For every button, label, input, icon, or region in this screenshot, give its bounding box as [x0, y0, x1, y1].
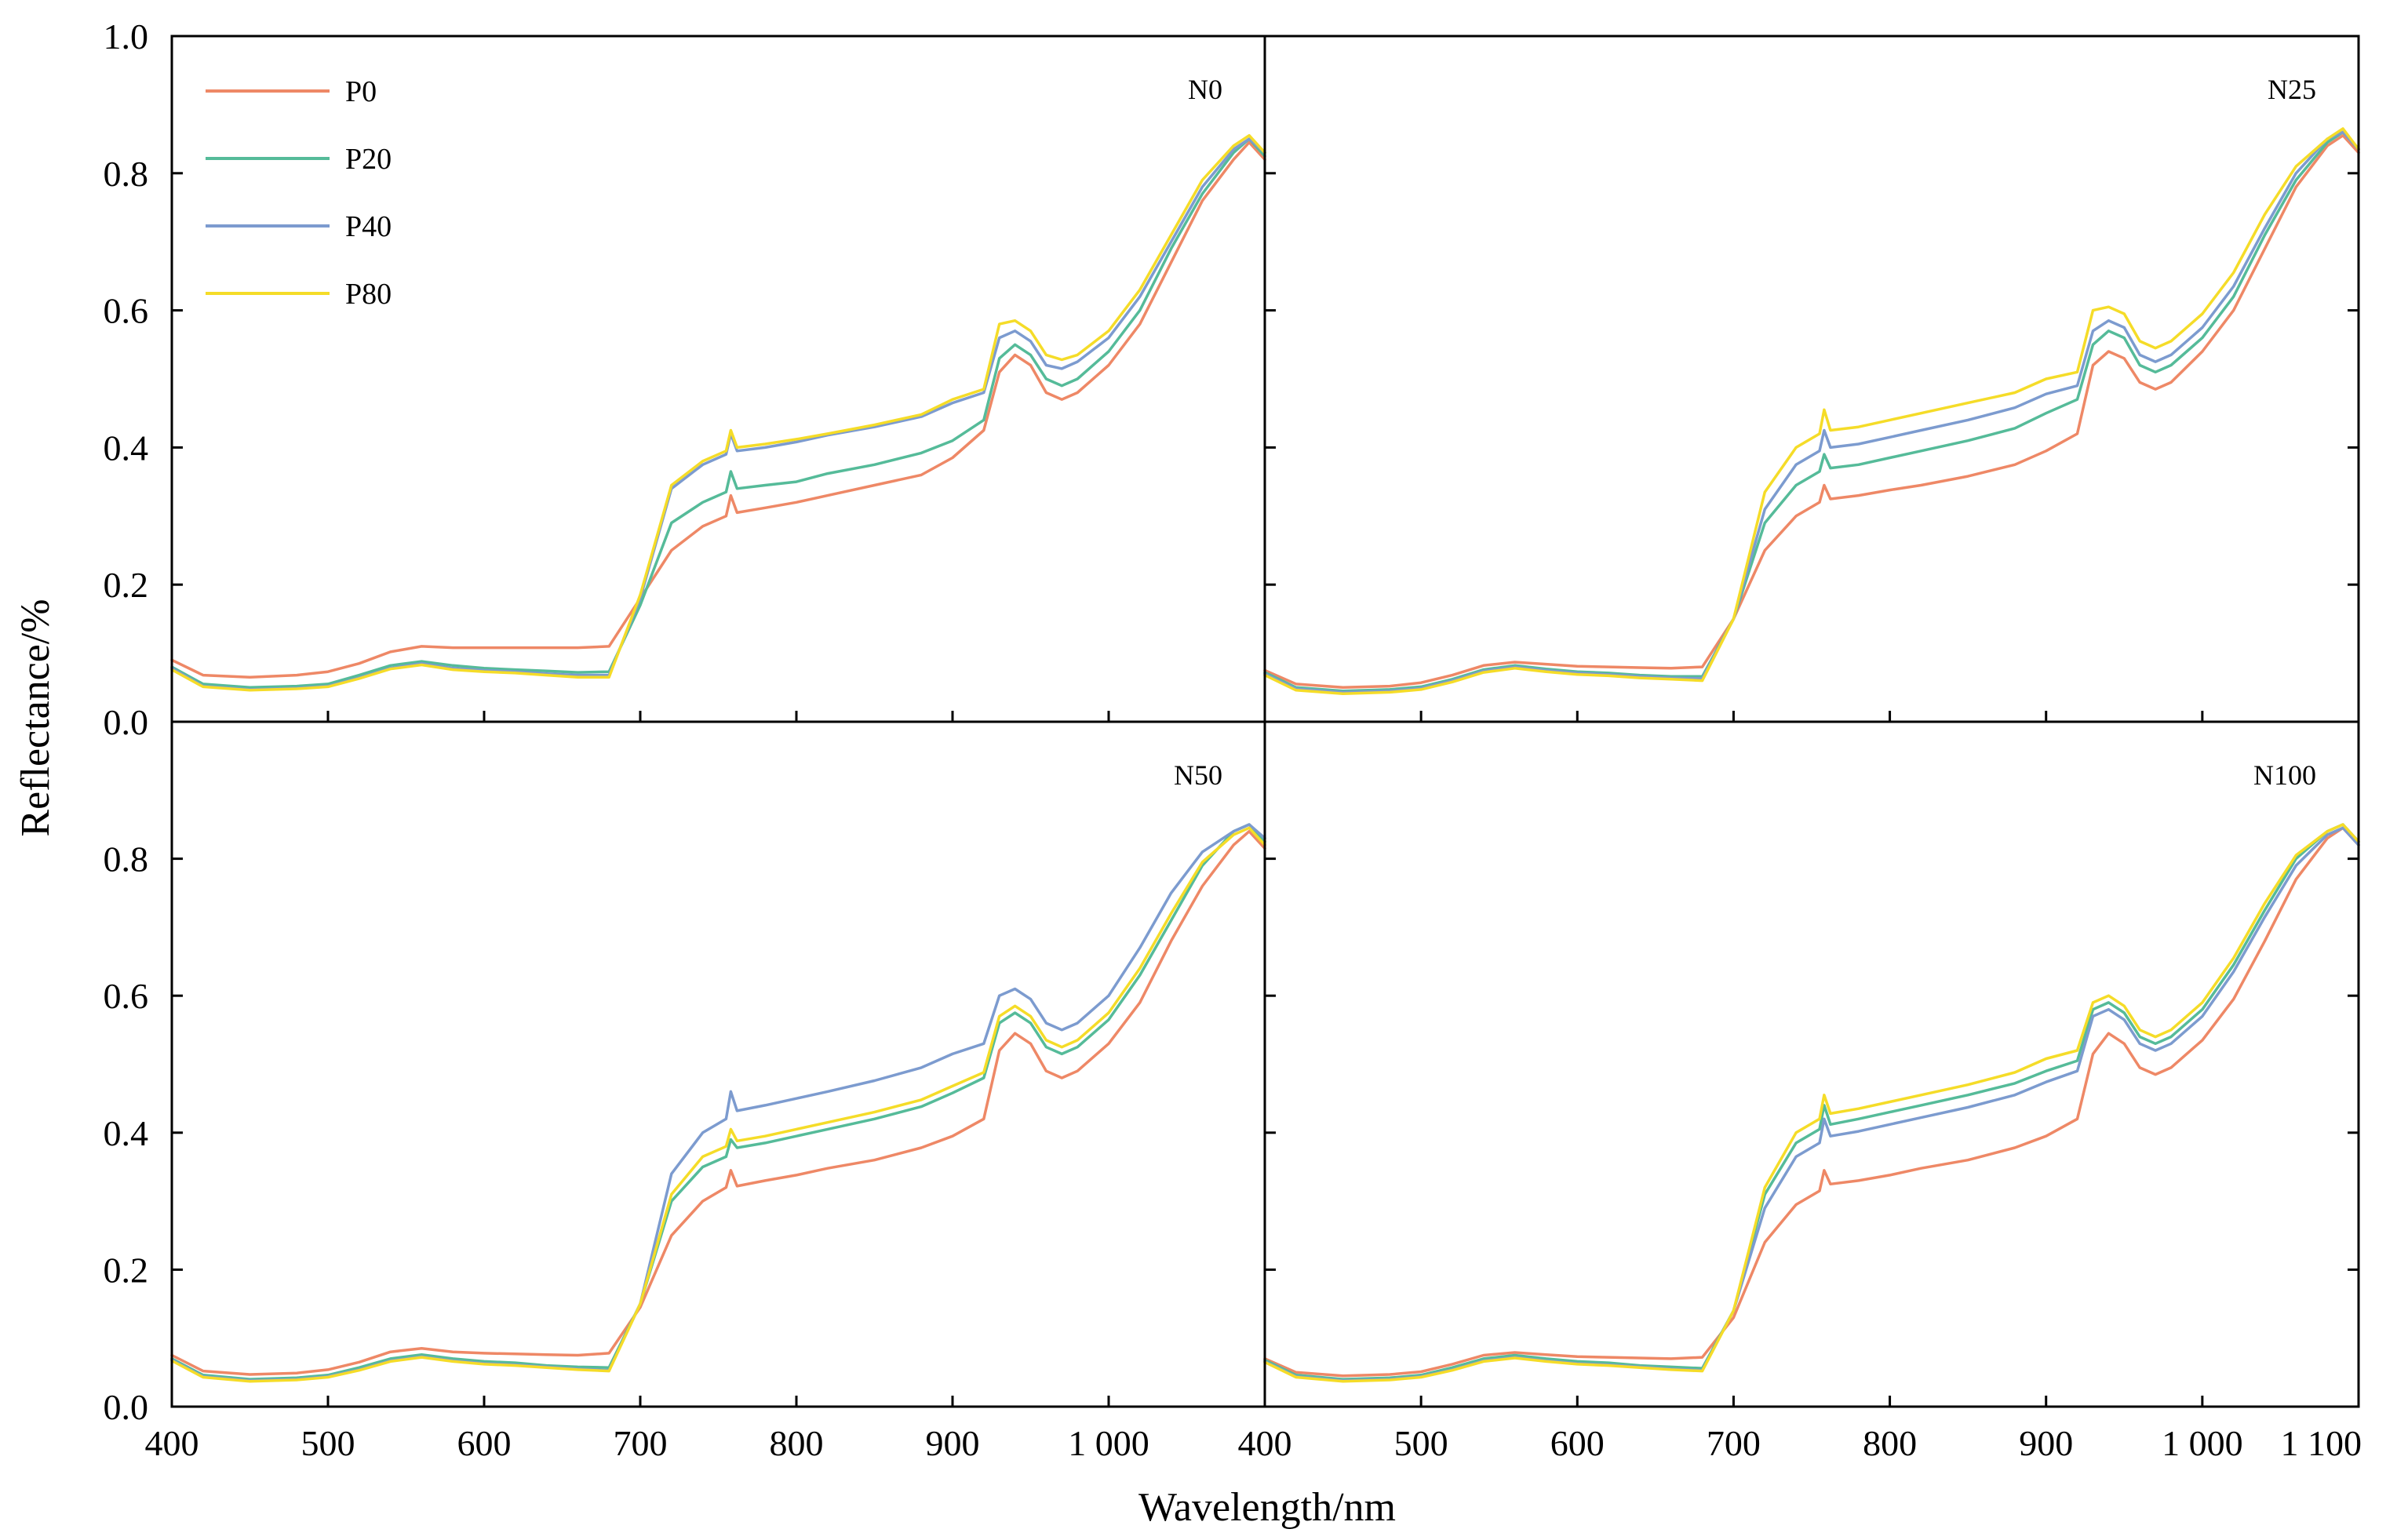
x-tick-label: 900: [926, 1423, 980, 1463]
series-line-n100-p20: [1263, 823, 2360, 1381]
series-line-n25-p80: [1263, 127, 2360, 695]
y-tick-label: 0.2: [104, 1250, 149, 1290]
x-tick-label: 700: [1707, 1423, 1761, 1463]
y-tick-label: 1.0: [104, 16, 149, 56]
x-tick-label: 600: [457, 1423, 512, 1463]
x-tick-label: 1 000: [2162, 1423, 2243, 1463]
x-tick-label: 1 100: [2281, 1423, 2362, 1463]
series-line-n25-p0: [1263, 133, 2360, 690]
series-line-n0-p0: [170, 140, 1266, 679]
y-tick-label: 0.2: [104, 565, 149, 605]
x-tick-label: 600: [1550, 1423, 1605, 1463]
x-tick-label: 500: [301, 1423, 355, 1463]
series-line-n50-p80: [170, 826, 1266, 1383]
panel-label: N25: [2268, 74, 2316, 105]
y-tick-label: 0.6: [104, 976, 149, 1016]
panel-frame: [1263, 720, 2360, 1408]
y-tick-label: 0.0: [104, 1387, 149, 1427]
series-line-n0-p80: [170, 133, 1266, 692]
panel-n100: N100 400 500 600 700 800 900 1 000 1 100: [1238, 720, 2362, 1463]
legend-label-p0: P0: [345, 75, 377, 108]
panels-layer: N0 0.0 0.2 0.4 0.6 0.8 1.0 P0 P20 P40 P80 N25 N50 0.0…: [104, 16, 2362, 1463]
series-line-n100-p0: [1263, 826, 2360, 1378]
legend-label-p20: P20: [345, 143, 392, 176]
x-tick-label: 700: [614, 1423, 668, 1463]
panel-label: N50: [1174, 759, 1222, 791]
series-line-n50-p20: [170, 823, 1266, 1381]
y-tick-label: 0.0: [104, 702, 149, 742]
y-tick-label: 0.8: [104, 839, 149, 879]
y-tick-label: 0.8: [104, 154, 149, 194]
legend: P0 P20 P40 P80: [206, 75, 392, 311]
y-tick-label: 0.6: [104, 291, 149, 331]
series-line-n0-p20: [170, 137, 1266, 690]
x-tick-label: 900: [2019, 1423, 2073, 1463]
panel-n50: N50 0.0 0.2 0.4 0.6 0.8 400 500 600 700 800 900 1 00…: [104, 720, 1266, 1463]
x-tick-label: 500: [1394, 1423, 1448, 1463]
x-tick-label: 800: [770, 1423, 824, 1463]
panel-label: N0: [1188, 74, 1222, 105]
x-tick-label: 800: [1863, 1423, 1917, 1463]
legend-label-p40: P40: [345, 210, 392, 243]
x-tick-label: 400: [1238, 1423, 1292, 1463]
panel-n0: N0 0.0 0.2 0.4 0.6 0.8 1.0 P0 P20 P40 P80: [104, 16, 1266, 742]
legend-label-p80: P80: [345, 278, 392, 311]
y-tick-label: 0.4: [104, 1113, 149, 1153]
series-line-n100-p80: [1263, 823, 2360, 1383]
y-tick-label: 0.4: [104, 428, 149, 468]
y-axis-title: Reflectance/%: [13, 599, 58, 836]
panel-label: N100: [2253, 759, 2316, 791]
x-axis-title: Wavelength/nm: [1138, 1485, 1396, 1530]
x-tick-label: 1 000: [1068, 1423, 1149, 1463]
panel-n25: N25: [1263, 35, 2360, 723]
series-line-n50-p0: [170, 829, 1266, 1376]
x-tick-label: 400: [145, 1423, 199, 1463]
